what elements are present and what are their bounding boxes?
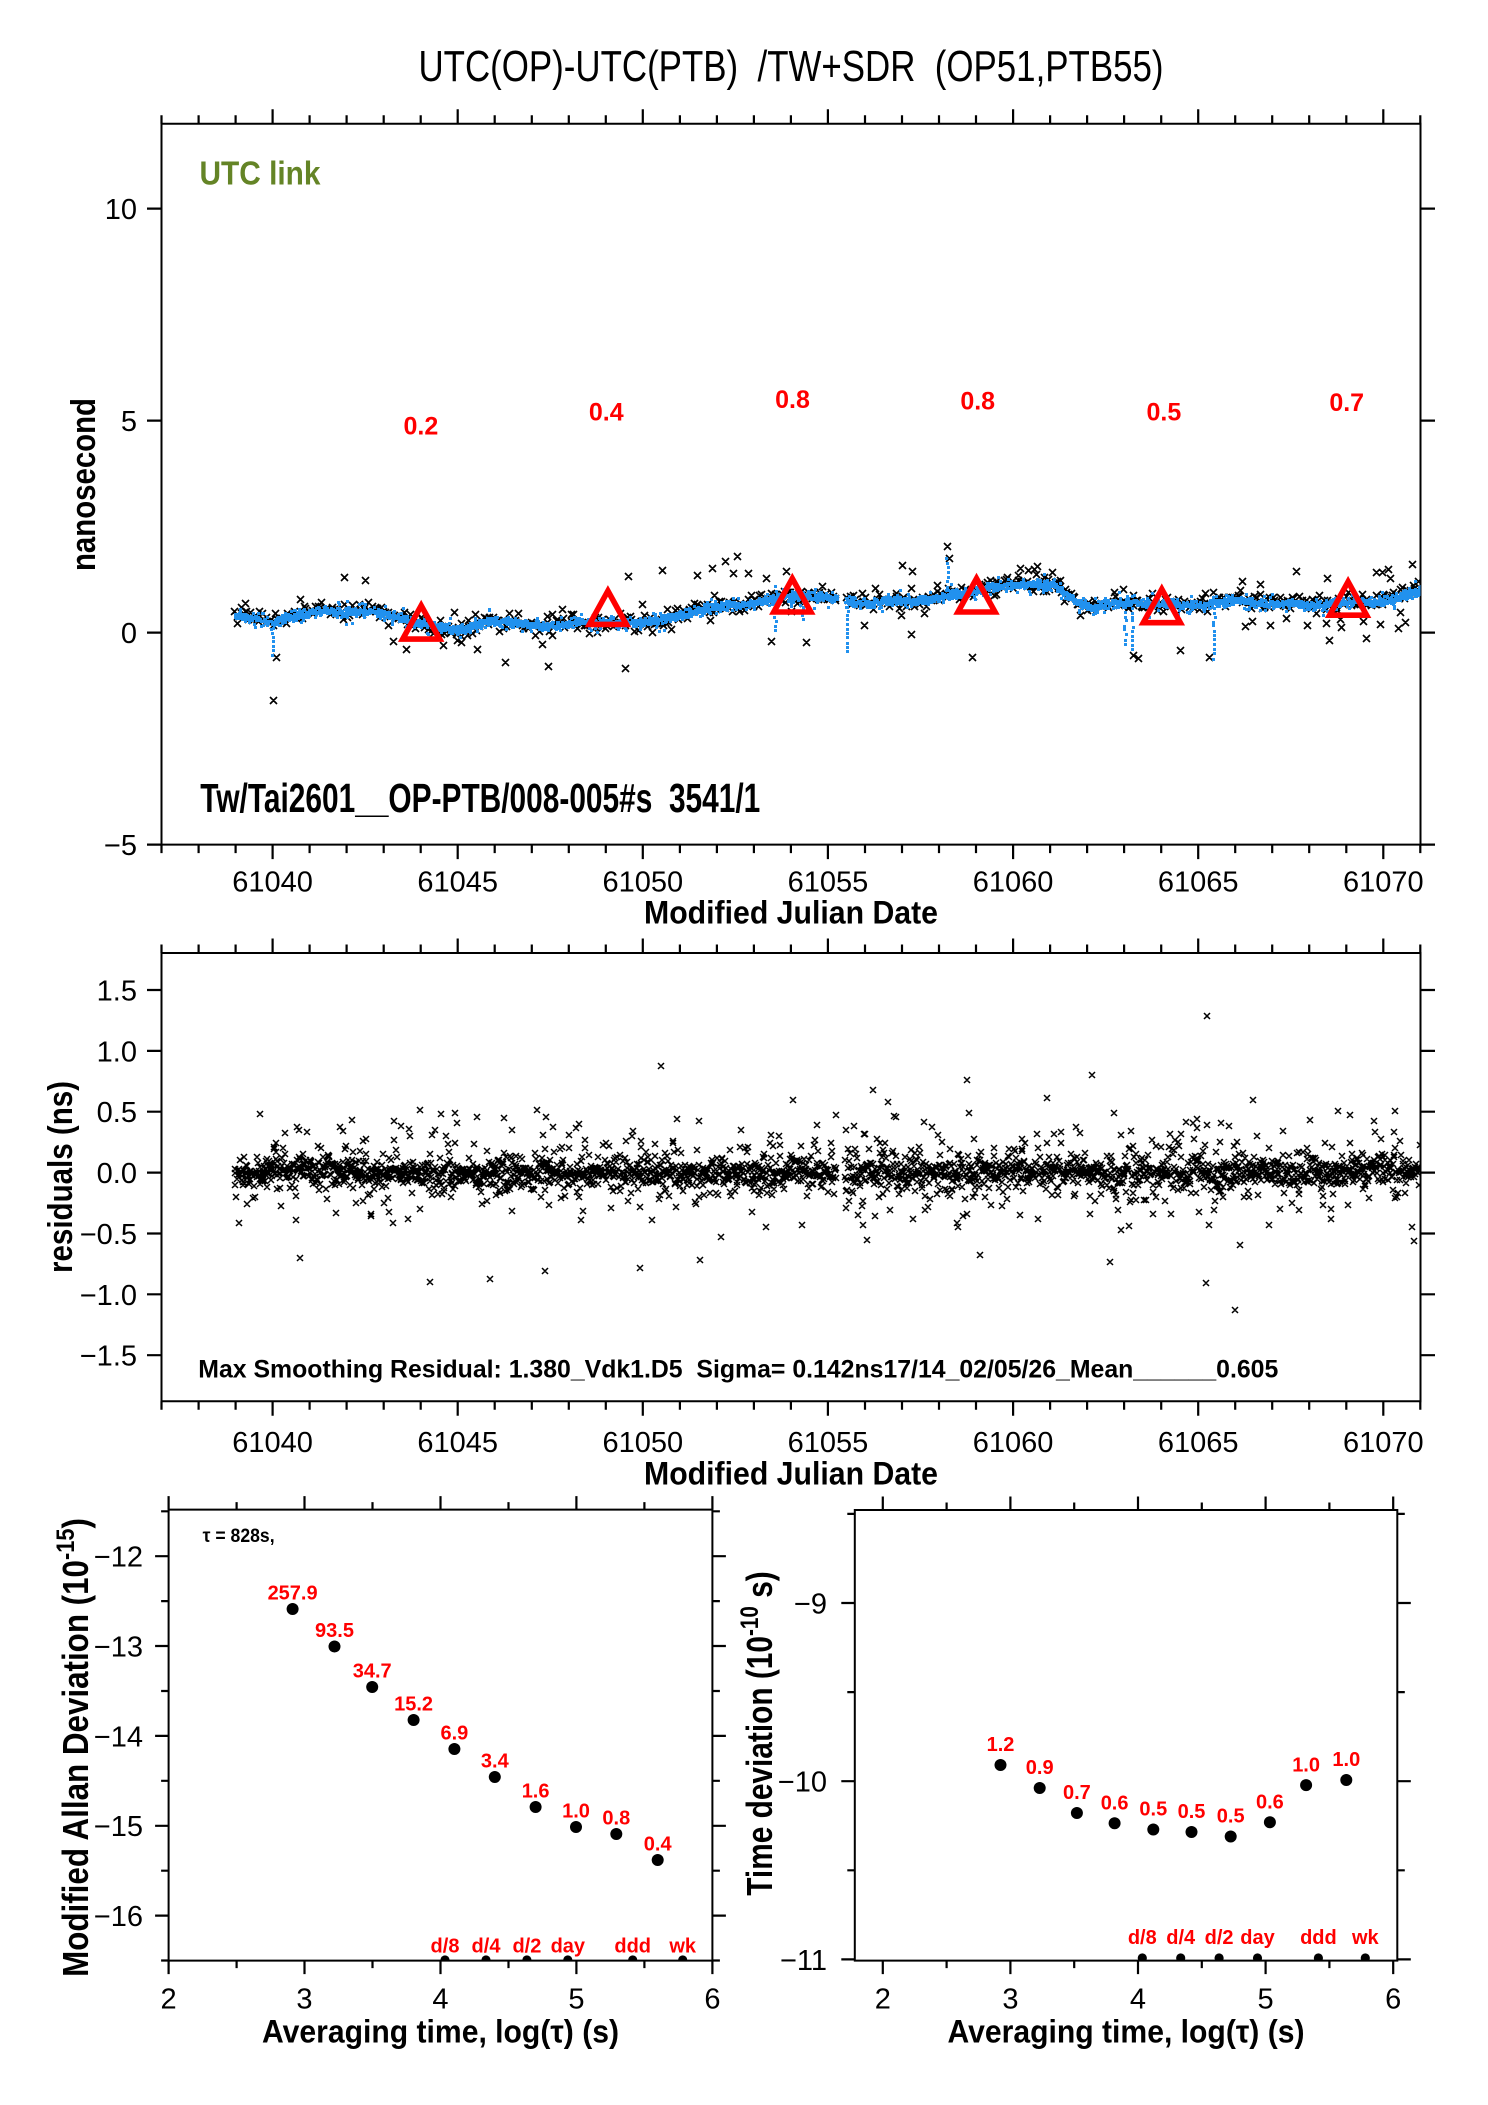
- svg-text:61055: 61055: [788, 867, 869, 899]
- svg-text:0.7: 0.7: [1329, 389, 1364, 417]
- svg-text:0.5: 0.5: [97, 1097, 137, 1129]
- svg-text:−14: −14: [94, 1721, 143, 1753]
- svg-text:61060: 61060: [973, 1427, 1054, 1459]
- svg-text:Averaging time, log(τ) (s): Averaging time, log(τ) (s): [262, 2014, 619, 2050]
- svg-text:−9: −9: [794, 1589, 827, 1621]
- svg-text:0: 0: [121, 618, 137, 650]
- svg-text:Tw/Tai2601__OP-PTB/008-005#s: Tw/Tai2601__OP-PTB/008-005#s 3541/1: [200, 775, 760, 821]
- svg-text:0.2: 0.2: [404, 413, 439, 441]
- svg-text:0.4: 0.4: [589, 399, 624, 427]
- svg-text:93.5: 93.5: [315, 1620, 354, 1642]
- svg-text:−15: −15: [94, 1811, 143, 1843]
- svg-text:τ = 828s,: τ = 828s,: [203, 1526, 275, 1547]
- svg-text:5: 5: [568, 1984, 584, 2016]
- svg-text:0.8: 0.8: [775, 386, 810, 414]
- svg-text:3: 3: [1002, 1984, 1018, 2016]
- svg-text:4: 4: [432, 1984, 448, 2016]
- svg-text:0.5: 0.5: [1217, 1806, 1245, 1828]
- svg-text:6.9: 6.9: [440, 1723, 468, 1745]
- svg-text:61045: 61045: [417, 1427, 498, 1459]
- svg-text:1.6: 1.6: [522, 1781, 550, 1803]
- svg-text:Modified Allan Deviation (10-1: Modified Allan Deviation (10-15): [52, 1518, 97, 1977]
- svg-text:wk: wk: [1351, 1927, 1380, 1949]
- svg-text:61045: 61045: [417, 867, 498, 899]
- svg-text:15.2: 15.2: [394, 1694, 433, 1716]
- svg-text:Modified Julian Date: Modified Julian Date: [644, 1455, 938, 1491]
- svg-text:0.8: 0.8: [960, 388, 995, 416]
- svg-text:Max Smoothing Residual: 1.380_: Max Smoothing Residual: 1.380_Vdk1.D5 Si…: [198, 1356, 1278, 1384]
- svg-text:0.6: 0.6: [1256, 1792, 1284, 1814]
- svg-text:d/8: d/8: [1128, 1927, 1157, 1949]
- svg-text:61060: 61060: [973, 867, 1054, 899]
- svg-text:d/8: d/8: [431, 1936, 460, 1958]
- svg-text:−11: −11: [780, 1945, 827, 1977]
- svg-text:0.0: 0.0: [97, 1158, 137, 1190]
- svg-text:ddd: ddd: [1300, 1927, 1337, 1949]
- svg-text:day: day: [551, 1936, 586, 1958]
- svg-text:1.2: 1.2: [987, 1734, 1015, 1756]
- svg-text:−1.5: −1.5: [80, 1341, 137, 1373]
- svg-text:wk: wk: [668, 1936, 697, 1958]
- svg-text:2: 2: [875, 1984, 891, 2016]
- svg-text:d/2: d/2: [1205, 1927, 1234, 1949]
- svg-text:−13: −13: [94, 1632, 143, 1664]
- svg-text:6: 6: [704, 1984, 720, 2016]
- svg-text:UTC link: UTC link: [200, 155, 322, 192]
- svg-text:Time deviation (10-10 s): Time deviation (10-10 s): [735, 1571, 781, 1895]
- svg-text:61065: 61065: [1158, 1427, 1239, 1459]
- svg-text:0.5: 0.5: [1139, 1799, 1167, 1821]
- svg-text:61040: 61040: [232, 1427, 313, 1459]
- svg-text:0.5: 0.5: [1147, 399, 1182, 427]
- svg-text:Modified Julian Date: Modified Julian Date: [644, 895, 938, 931]
- svg-text:61070: 61070: [1343, 867, 1424, 899]
- svg-text:−12: −12: [94, 1542, 143, 1574]
- svg-text:1.0: 1.0: [97, 1036, 137, 1068]
- svg-text:2: 2: [161, 1984, 177, 2016]
- svg-text:d/2: d/2: [512, 1936, 541, 1958]
- svg-text:1.0: 1.0: [1332, 1749, 1360, 1771]
- svg-text:ddd: ddd: [614, 1936, 651, 1958]
- svg-text:−16: −16: [94, 1901, 143, 1933]
- svg-text:−0.5: −0.5: [80, 1219, 137, 1251]
- svg-text:d/4: d/4: [472, 1936, 502, 1958]
- svg-text:6: 6: [1385, 1984, 1401, 2016]
- svg-text:61070: 61070: [1343, 1427, 1424, 1459]
- svg-text:257.9: 257.9: [268, 1583, 318, 1605]
- svg-text:5: 5: [1258, 1984, 1274, 2016]
- svg-text:1.5: 1.5: [97, 976, 137, 1008]
- svg-text:61055: 61055: [788, 1427, 869, 1459]
- svg-text:residuals (ns): residuals (ns): [42, 1081, 80, 1273]
- svg-text:d/4: d/4: [1166, 1927, 1196, 1949]
- svg-text:5: 5: [121, 406, 137, 438]
- svg-text:61065: 61065: [1158, 867, 1239, 899]
- svg-text:0.5: 0.5: [1178, 1801, 1206, 1823]
- svg-text:3: 3: [296, 1984, 312, 2016]
- svg-text:0.6: 0.6: [1101, 1793, 1129, 1815]
- svg-text:61050: 61050: [602, 867, 683, 899]
- svg-text:1.0: 1.0: [1292, 1754, 1320, 1776]
- svg-text:10: 10: [105, 194, 137, 226]
- svg-text:0.7: 0.7: [1063, 1782, 1091, 1804]
- svg-text:4: 4: [1130, 1984, 1146, 2016]
- svg-text:3.4: 3.4: [481, 1751, 510, 1773]
- svg-text:−1.0: −1.0: [80, 1280, 137, 1312]
- svg-text:UTC(OP)-UTC(PTB) /TW+SDR (OP: UTC(OP)-UTC(PTB) /TW+SDR (OP51,PTB55): [419, 42, 1164, 91]
- svg-text:0.9: 0.9: [1026, 1757, 1054, 1779]
- svg-text:0.4: 0.4: [644, 1834, 673, 1856]
- svg-text:−5: −5: [104, 830, 137, 862]
- svg-text:61050: 61050: [602, 1427, 683, 1459]
- svg-text:0.8: 0.8: [602, 1808, 630, 1830]
- svg-text:Averaging time, log(τ) (s): Averaging time, log(τ) (s): [948, 2014, 1305, 2050]
- svg-text:nanosecond: nanosecond: [65, 398, 103, 571]
- svg-text:day: day: [1240, 1927, 1275, 1949]
- svg-text:34.7: 34.7: [353, 1661, 392, 1683]
- svg-text:61040: 61040: [232, 867, 313, 899]
- svg-text:1.0: 1.0: [562, 1801, 590, 1823]
- svg-text:−10: −10: [778, 1767, 827, 1799]
